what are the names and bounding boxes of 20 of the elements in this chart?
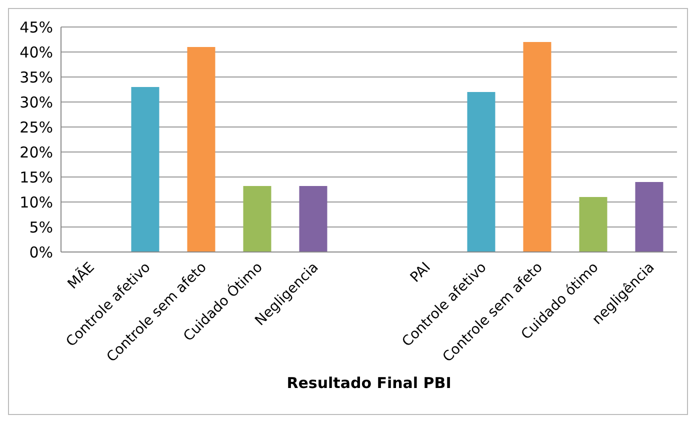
bar xyxy=(523,42,552,252)
x-tick-label: PAI xyxy=(407,260,434,286)
y-tick-label: 35% xyxy=(20,68,53,86)
y-tick-label: 45% xyxy=(20,18,53,36)
bar xyxy=(243,186,272,252)
y-tick-label: 0% xyxy=(29,243,53,262)
bar xyxy=(299,186,328,252)
bar xyxy=(635,182,664,252)
y-tick-label: 30% xyxy=(20,93,53,112)
y-tick-label: 20% xyxy=(20,143,53,162)
y-tick-label: 10% xyxy=(20,193,53,212)
bar xyxy=(467,92,496,252)
x-axis-title: Resultado Final PBI xyxy=(286,374,452,392)
y-tick-label: 40% xyxy=(20,43,53,62)
y-tick-label: 5% xyxy=(29,218,53,236)
bar xyxy=(131,87,160,252)
y-tick-label: 15% xyxy=(20,168,53,186)
bar xyxy=(187,47,216,252)
y-tick-label: 25% xyxy=(20,118,53,136)
bar xyxy=(579,197,608,252)
